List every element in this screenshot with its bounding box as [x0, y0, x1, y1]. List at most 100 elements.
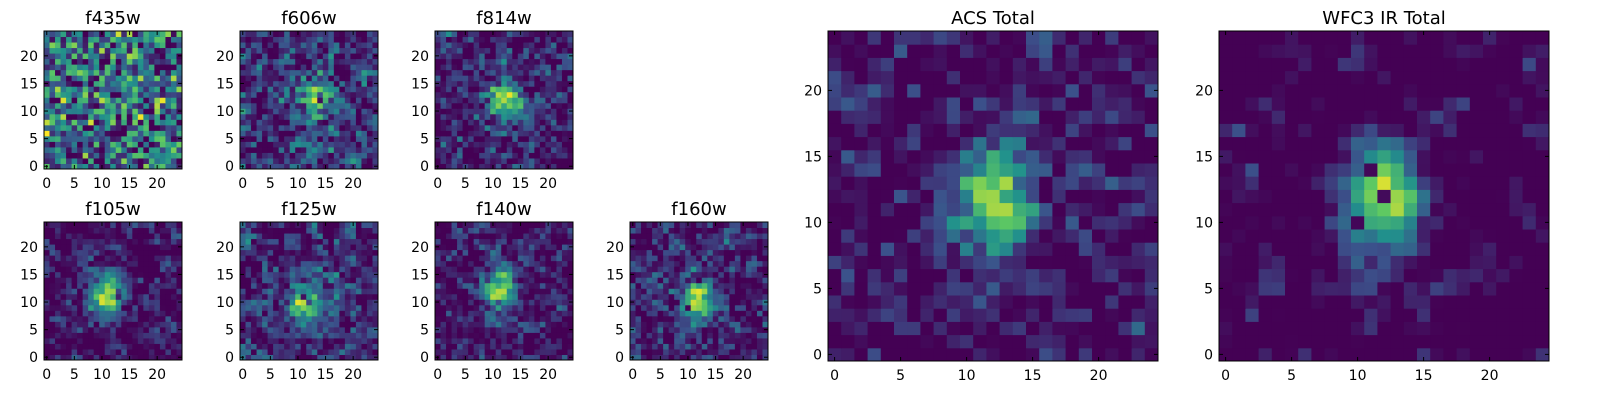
heatmap-cell — [77, 282, 84, 289]
heatmap-cell — [556, 304, 563, 311]
heatmap-cell — [690, 282, 697, 289]
heatmap-cell — [501, 332, 508, 339]
heatmap-cell — [77, 277, 84, 284]
heatmap-cell — [446, 354, 453, 361]
heatmap-cell — [446, 233, 453, 240]
heatmap-cell — [251, 310, 258, 317]
heatmap-cell — [361, 42, 368, 49]
heatmap-cell — [920, 295, 935, 309]
heatmap-cell — [457, 42, 464, 49]
heatmap-cell — [267, 315, 274, 322]
heatmap-cell — [745, 277, 752, 284]
heatmap-cell — [361, 119, 368, 126]
heatmap-cell — [484, 157, 491, 164]
heatmap-cell — [762, 222, 769, 229]
heatmap-cell — [137, 80, 144, 87]
heatmap-cell — [473, 288, 480, 295]
heatmap-cell — [550, 31, 557, 38]
heatmap-cell — [473, 58, 480, 65]
heatmap-cell — [468, 53, 475, 60]
heatmap-cell — [126, 321, 133, 328]
heatmap-cell — [468, 238, 475, 245]
heatmap-cell — [154, 304, 161, 311]
heatmap-cell — [668, 238, 675, 245]
heatmap-cell — [462, 304, 469, 311]
heatmap-cell — [473, 157, 480, 164]
heatmap-cell — [267, 266, 274, 273]
heatmap-cell — [1026, 202, 1040, 217]
heatmap-cell — [366, 222, 373, 229]
heatmap-cell — [517, 271, 524, 278]
heatmap-cell — [99, 326, 106, 333]
heatmap-cell — [372, 141, 379, 148]
heatmap-cell — [1012, 163, 1027, 177]
heatmap-cell — [490, 91, 497, 98]
heatmap-cell — [355, 321, 362, 328]
heatmap-cell — [137, 31, 144, 38]
heatmap-cell — [440, 91, 447, 98]
heatmap-cell — [372, 282, 379, 289]
heatmap-cell — [240, 91, 247, 98]
heatmap-cell — [479, 124, 486, 131]
heatmap-cell — [1012, 295, 1027, 309]
heatmap-cell — [262, 348, 269, 355]
heatmap-cell — [273, 97, 280, 104]
heatmap-cell — [71, 332, 78, 339]
heatmap-cell — [495, 222, 502, 229]
heatmap-cell — [501, 64, 508, 71]
heatmap-cell — [66, 233, 73, 240]
heatmap-cell — [556, 348, 563, 355]
heatmap-cell — [946, 215, 961, 230]
heatmap-cell — [523, 277, 530, 284]
heatmap-cell — [49, 288, 56, 295]
heatmap-cell — [550, 97, 557, 104]
heatmap-cell — [143, 277, 150, 284]
heatmap-cell — [366, 130, 373, 137]
heatmap-cell — [104, 310, 111, 317]
heatmap-cell — [501, 354, 508, 361]
heatmap-cell — [1078, 242, 1093, 256]
heatmap-cell — [690, 354, 697, 361]
heatmap-cell — [462, 80, 469, 87]
heatmap-cell — [468, 348, 475, 355]
heatmap-cell — [828, 163, 842, 177]
heatmap-cell — [668, 233, 675, 240]
heatmap-cell — [484, 135, 491, 142]
heatmap-cell — [550, 47, 557, 54]
heatmap-cell — [154, 86, 161, 93]
heatmap-cell — [668, 304, 675, 311]
heatmap-cell — [251, 326, 258, 333]
heatmap-cell — [701, 315, 708, 322]
heatmap-cell — [344, 64, 351, 71]
heatmap-cell — [663, 271, 670, 278]
heatmap-cell — [245, 36, 252, 43]
heatmap-cell — [479, 130, 486, 137]
heatmap-cell — [1026, 189, 1040, 204]
heatmap-cell — [55, 343, 62, 350]
heatmap-cell — [110, 80, 117, 87]
heatmap-cell — [674, 238, 681, 245]
heatmap-cell — [1131, 308, 1146, 322]
heatmap-cell — [707, 321, 714, 328]
heatmap-cell — [245, 141, 252, 148]
heatmap-cell — [756, 271, 763, 278]
heatmap-cell — [99, 310, 106, 317]
heatmap-cell — [240, 288, 247, 295]
heatmap-cell — [561, 97, 568, 104]
heatmap-cell — [550, 233, 557, 240]
heatmap-cell — [652, 332, 659, 339]
heatmap-cell — [534, 42, 541, 49]
heatmap-cell — [512, 249, 519, 256]
heatmap-cell — [561, 119, 568, 126]
heatmap-cell — [44, 141, 51, 148]
heatmap-cell — [495, 119, 502, 126]
y-tick-label: 15 — [216, 76, 234, 92]
heatmap-cell — [154, 135, 161, 142]
heatmap-cell — [762, 282, 769, 289]
heatmap-cell — [311, 146, 318, 153]
heatmap-cell — [132, 304, 139, 311]
heatmap-cell — [657, 244, 664, 251]
heatmap-cell — [986, 308, 1001, 322]
heatmap-cell — [289, 80, 296, 87]
heatmap-cell — [289, 299, 296, 306]
